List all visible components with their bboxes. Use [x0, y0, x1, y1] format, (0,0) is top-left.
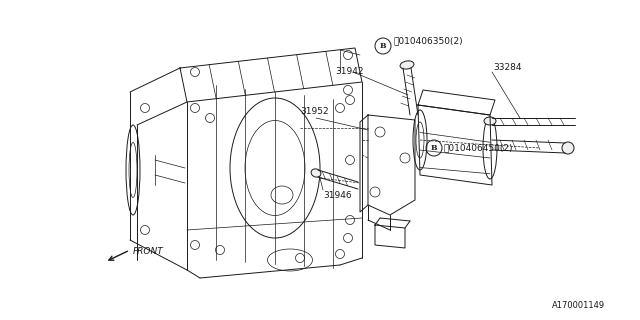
Ellipse shape [484, 117, 496, 125]
Text: 33284: 33284 [493, 63, 522, 73]
Ellipse shape [400, 61, 414, 69]
Text: A170001149: A170001149 [552, 301, 605, 310]
Ellipse shape [562, 142, 574, 154]
Ellipse shape [311, 169, 321, 177]
Text: 31942: 31942 [335, 68, 364, 76]
Text: 31952: 31952 [300, 108, 328, 116]
Text: B: B [431, 144, 437, 152]
Text: FRONT: FRONT [133, 247, 164, 257]
Text: B: B [380, 42, 387, 50]
Text: 31946: 31946 [323, 190, 351, 199]
Text: Ⓑ010406350(2): Ⓑ010406350(2) [393, 36, 463, 45]
Text: Ⓑ010406450(2): Ⓑ010406450(2) [444, 143, 513, 153]
